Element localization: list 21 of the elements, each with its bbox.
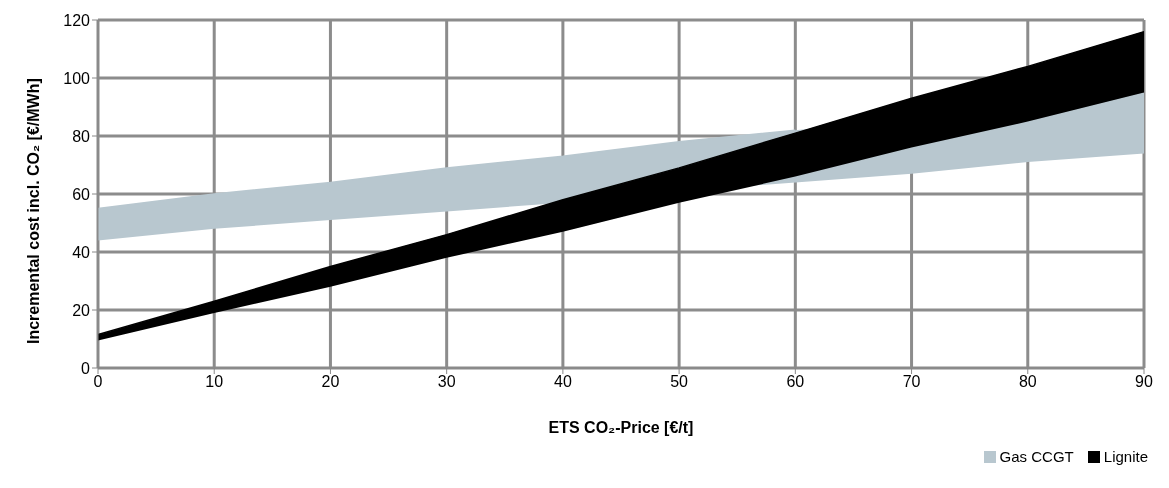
x-tick-label: 20	[321, 373, 340, 391]
y-tick-label: 20	[72, 301, 91, 319]
x-tick-label: 50	[670, 373, 689, 391]
x-tick-label: 0	[93, 373, 103, 391]
y-tick-label: 80	[72, 127, 91, 145]
x-tick-label: 80	[1018, 373, 1037, 391]
y-tick-label: 60	[72, 185, 91, 203]
x-tick-label: 40	[553, 373, 572, 391]
x-axis-title: ETS CO₂-Price [€/t]	[548, 419, 694, 436]
y-tick-label: 100	[63, 69, 91, 87]
x-tick-label: 60	[786, 373, 805, 391]
legend-label: Lignite	[1102, 448, 1148, 465]
y-axis-title: Incremental cost incl. CO₂ [€/MWh]	[24, 78, 42, 344]
y-tick-label: 0	[81, 359, 91, 377]
legend-label: Gas CCGT	[998, 448, 1074, 465]
y-tick-label: 40	[72, 243, 91, 261]
x-tick-label: 10	[205, 373, 224, 391]
x-tick-label: 90	[1135, 373, 1153, 391]
x-tick-label: 30	[437, 373, 456, 391]
y-tick-label: 120	[63, 11, 91, 29]
x-tick-label: 70	[902, 373, 921, 391]
